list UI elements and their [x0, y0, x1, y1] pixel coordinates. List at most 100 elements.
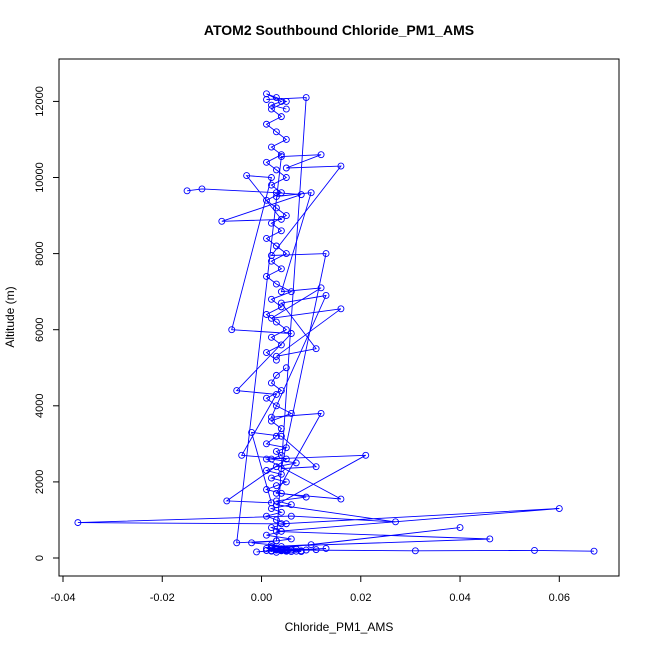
data-point	[277, 215, 285, 223]
data-point	[287, 409, 295, 417]
data-point	[248, 539, 256, 547]
data-point	[287, 535, 295, 543]
data-point	[312, 546, 320, 554]
data-point	[307, 189, 315, 197]
y-tick-label: 8000	[34, 241, 46, 265]
data-point	[263, 234, 270, 242]
data-point	[253, 548, 261, 556]
data-point	[282, 164, 290, 172]
data-point	[248, 428, 256, 436]
data-point	[218, 217, 226, 225]
data-point	[272, 390, 280, 398]
series-group	[74, 189, 598, 555]
data-point	[287, 512, 295, 520]
data-point	[277, 520, 285, 528]
data-point	[337, 495, 345, 503]
data-point	[272, 545, 280, 553]
data-point	[267, 101, 275, 109]
data-point	[267, 474, 275, 482]
data-point	[277, 113, 285, 121]
x-tick-label: -0.04	[50, 592, 75, 604]
data-point	[486, 535, 494, 543]
data-point	[282, 250, 290, 258]
data-point	[322, 250, 330, 258]
data-point	[263, 96, 270, 103]
data-point	[282, 174, 290, 181]
data-point	[74, 519, 82, 527]
data-point	[287, 546, 295, 554]
data-point	[317, 284, 325, 292]
data-point	[263, 120, 270, 128]
data-point	[362, 451, 370, 459]
data-point	[317, 409, 325, 417]
data-point	[267, 105, 275, 113]
data-point	[282, 478, 290, 486]
data-point	[590, 547, 598, 555]
data-point	[317, 151, 325, 159]
data-point	[267, 181, 275, 189]
data-point	[302, 546, 310, 554]
series-line	[265, 93, 293, 361]
data-point	[267, 417, 275, 425]
data-point	[297, 191, 305, 199]
data-point	[272, 204, 280, 212]
data-point	[267, 174, 275, 181]
data-point	[272, 189, 280, 197]
data-point	[555, 505, 563, 512]
data-point	[267, 219, 275, 227]
x-tick-label: 0.00	[251, 592, 272, 604]
data-point	[263, 455, 270, 463]
data-point	[223, 497, 231, 505]
data-point	[282, 545, 290, 553]
data-point	[272, 128, 280, 136]
data-point	[277, 288, 285, 296]
data-point	[263, 531, 270, 539]
data-point	[322, 545, 330, 552]
data-point	[263, 440, 270, 448]
data-point	[267, 252, 275, 259]
data-point	[282, 212, 290, 220]
data-point	[267, 295, 275, 303]
data-point	[277, 546, 285, 554]
y-tick-label: 10000	[34, 162, 46, 193]
data-point	[322, 292, 330, 299]
data-point	[287, 288, 295, 296]
data-point	[287, 501, 295, 509]
data-point	[282, 326, 290, 334]
x-tick-label: 0.02	[350, 592, 371, 604]
data-point	[292, 547, 300, 555]
data-point	[272, 448, 280, 455]
series-line	[187, 97, 342, 544]
data-point	[282, 136, 290, 143]
data-point	[337, 305, 345, 313]
x-axis: -0.04 -0.02 0.00 0.02 0.04 0.06	[50, 575, 570, 604]
data-point	[297, 547, 305, 555]
data-point	[277, 227, 285, 235]
series-group	[183, 94, 345, 547]
data-point	[282, 547, 290, 555]
data-point	[282, 105, 290, 113]
chart-title: ATOM2 Southbound Chloride_PM1_AMS	[204, 22, 474, 38]
data-point	[531, 546, 538, 554]
y-tick-label: 12000	[34, 86, 46, 117]
data-point	[272, 318, 280, 326]
data-point	[307, 541, 315, 549]
data-point	[277, 299, 285, 307]
data-point	[272, 402, 280, 410]
data-point	[302, 94, 310, 102]
data-point	[272, 280, 280, 288]
y-tick-label: 2000	[34, 470, 46, 494]
y-tick-label: 4000	[34, 394, 46, 418]
data-point	[277, 303, 285, 311]
data-point	[263, 272, 270, 280]
data-point	[267, 545, 275, 552]
data-point	[267, 499, 275, 507]
series-line	[266, 547, 327, 552]
data-point	[411, 547, 419, 555]
data-point	[456, 524, 464, 532]
data-point	[267, 314, 275, 322]
data-point	[243, 172, 251, 180]
data-point	[272, 356, 280, 364]
